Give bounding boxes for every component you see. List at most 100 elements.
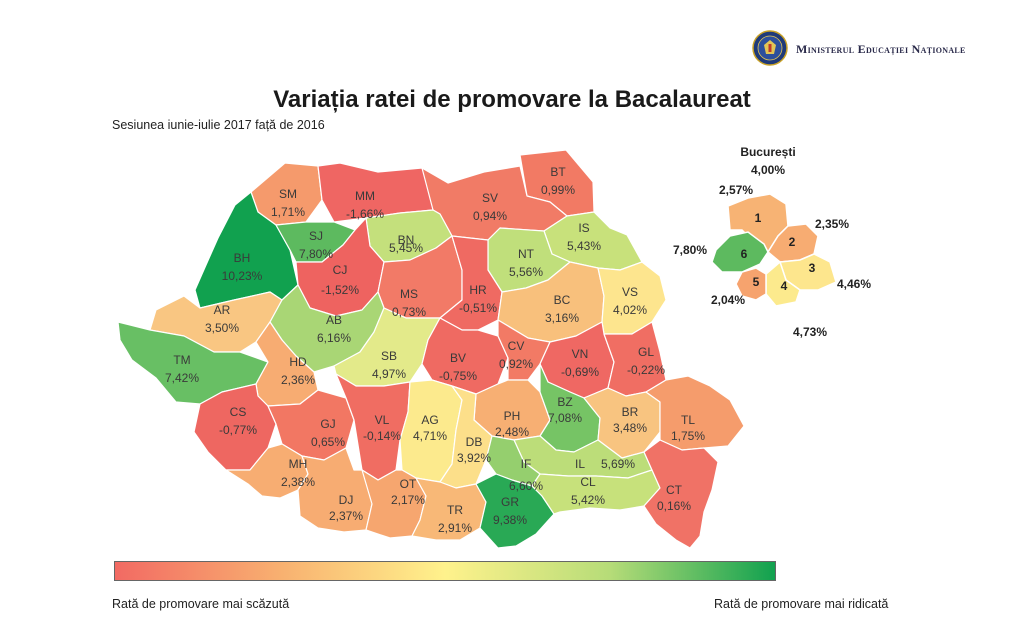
county-value-label: 3,92% xyxy=(457,451,491,465)
county-value-label: 5,69% xyxy=(601,457,635,471)
county-code-label: TR xyxy=(447,503,463,517)
sector-value-label: 4,73% xyxy=(793,325,827,339)
county-cl xyxy=(531,469,661,515)
county-value-label: 0,65% xyxy=(311,435,345,449)
county-code-label: BZ xyxy=(557,395,572,409)
county-value-label: -0,14% xyxy=(363,429,401,443)
county-value-label: 2,38% xyxy=(281,475,315,489)
sector-number-label: 6 xyxy=(741,247,748,261)
sector-value-label: 2,04% xyxy=(711,293,745,307)
county-value-label: -0,69% xyxy=(561,365,599,379)
county-code-label: MH xyxy=(289,457,308,471)
county-value-label: 7,42% xyxy=(165,371,199,385)
color-scale-bar xyxy=(114,561,776,581)
county-code-label: BV xyxy=(450,351,466,365)
county-code-label: MM xyxy=(355,189,375,203)
county-code-label: VN xyxy=(572,347,589,361)
county-value-label: 0,92% xyxy=(499,357,533,371)
county-code-label: CS xyxy=(230,405,247,419)
county-code-label: HD xyxy=(289,355,307,369)
county-value-label: 7,08% xyxy=(548,411,582,425)
county-value-label: 0,99% xyxy=(541,183,575,197)
map-title: Variația ratei de promovare la Bacalaure… xyxy=(273,86,751,113)
county-code-label: TM xyxy=(173,353,190,367)
county-value-label: 4,97% xyxy=(372,367,406,381)
county-value-label: 5,45% xyxy=(389,241,423,255)
bucharest-total: 4,00% xyxy=(751,163,785,177)
county-value-label: 4,02% xyxy=(613,303,647,317)
county-value-label: 10,23% xyxy=(222,269,263,283)
county-gr xyxy=(475,473,555,549)
county-value-label: 5,56% xyxy=(509,265,543,279)
county-code-label: SM xyxy=(279,187,297,201)
county-code-label: CL xyxy=(580,475,596,489)
county-code-label: CT xyxy=(666,483,683,497)
bucharest-title: București xyxy=(740,145,795,159)
county-code-label: CJ xyxy=(333,263,348,277)
county-code-label: DB xyxy=(466,435,483,449)
county-code-label: IS xyxy=(578,221,589,235)
sector-value-label: 7,80% xyxy=(673,243,707,257)
county-code-label: TL xyxy=(681,413,695,427)
county-value-label: -1,66% xyxy=(346,207,384,221)
county-value-label: 2,91% xyxy=(438,521,472,535)
county-code-label: HR xyxy=(469,283,487,297)
county-code-label: BT xyxy=(550,165,566,179)
legend-high-label: Rată de promovare mai ridicată xyxy=(714,597,889,611)
county-value-label: 2,37% xyxy=(329,509,363,523)
county-code-label: NT xyxy=(518,247,535,261)
county-value-label: 2,17% xyxy=(391,493,425,507)
ministry-name: Ministerul Educației Naționale xyxy=(796,42,966,56)
county-code-label: BC xyxy=(554,293,571,307)
sector-number-label: 1 xyxy=(755,211,762,225)
bucharest-sector-6 xyxy=(711,231,769,273)
county-value-label: 5,42% xyxy=(571,493,605,507)
county-code-label: SJ xyxy=(309,229,323,243)
county-value-label: 0,73% xyxy=(392,305,426,319)
county-value-label: -0,77% xyxy=(219,423,257,437)
county-tr xyxy=(411,477,487,541)
county-code-label: MS xyxy=(400,287,418,301)
bucharest-sector-4 xyxy=(765,260,801,307)
county-value-label: -0,51% xyxy=(459,301,497,315)
county-value-label: 3,16% xyxy=(545,311,579,325)
sector-number-label: 3 xyxy=(809,261,816,275)
county-value-label: 0,94% xyxy=(473,209,507,223)
county-code-label: BR xyxy=(622,405,639,419)
county-tl xyxy=(645,375,745,451)
county-value-label: 9,38% xyxy=(493,513,527,527)
county-value-label: 2,48% xyxy=(495,425,529,439)
county-code-label: OT xyxy=(400,477,417,491)
county-code-label: GR xyxy=(501,495,519,509)
county-value-label: 3,48% xyxy=(613,421,647,435)
county-value-label: 0,16% xyxy=(657,499,691,513)
county-value-label: 1,71% xyxy=(271,205,305,219)
county-code-label: IF xyxy=(521,457,532,471)
county-value-label: 4,71% xyxy=(413,429,447,443)
county-code-label: BH xyxy=(234,251,251,265)
county-value-label: -0,22% xyxy=(627,363,665,377)
county-code-label: AB xyxy=(326,313,342,327)
county-vl xyxy=(335,373,411,481)
county-value-label: 7,80% xyxy=(299,247,333,261)
county-code-label: AR xyxy=(214,303,231,317)
county-value-label: 5,43% xyxy=(567,239,601,253)
sector-number-label: 5 xyxy=(753,275,760,289)
ministry-seal-logo xyxy=(752,30,788,66)
county-cs xyxy=(193,383,277,471)
county-code-label: CV xyxy=(508,339,525,353)
legend-low-label: Rată de promovare mai scăzută xyxy=(112,597,290,611)
county-code-label: VL xyxy=(375,413,390,427)
county-code-label: VS xyxy=(622,285,638,299)
sector-value-label: 2,57% xyxy=(719,183,753,197)
county-value-label: 6,60% xyxy=(509,479,543,493)
sector-value-label: 2,35% xyxy=(815,217,849,231)
county-value-label: 6,16% xyxy=(317,331,351,345)
bucharest-sector-5 xyxy=(735,267,767,301)
county-code-label: SV xyxy=(482,191,498,205)
county-code-label: BN xyxy=(398,233,415,247)
sector-number-label: 2 xyxy=(789,235,796,249)
county-code-label: GJ xyxy=(320,417,335,431)
county-code-label: SB xyxy=(381,349,397,363)
